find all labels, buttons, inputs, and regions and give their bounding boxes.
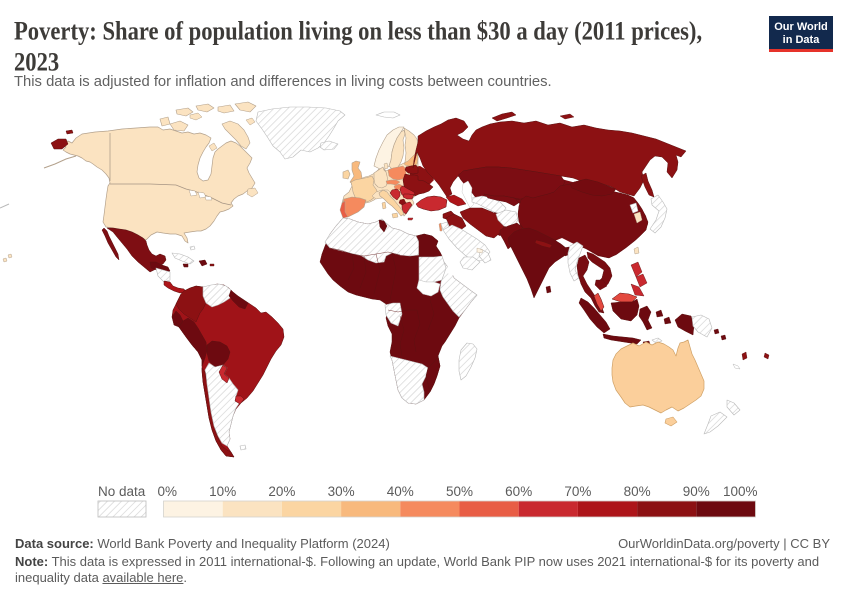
svg-text:0%: 0% (158, 484, 178, 499)
svg-text:60%: 60% (505, 484, 532, 499)
svg-text:80%: 80% (624, 484, 651, 499)
svg-text:70%: 70% (564, 484, 591, 499)
svg-text:90%: 90% (683, 484, 710, 499)
svg-text:20%: 20% (268, 484, 295, 499)
svg-text:40%: 40% (387, 484, 414, 499)
svg-text:100%: 100% (723, 484, 758, 499)
svg-text:No data: No data (98, 484, 146, 499)
svg-text:50%: 50% (446, 484, 473, 499)
svg-text:30%: 30% (328, 484, 355, 499)
svg-text:10%: 10% (209, 484, 236, 499)
